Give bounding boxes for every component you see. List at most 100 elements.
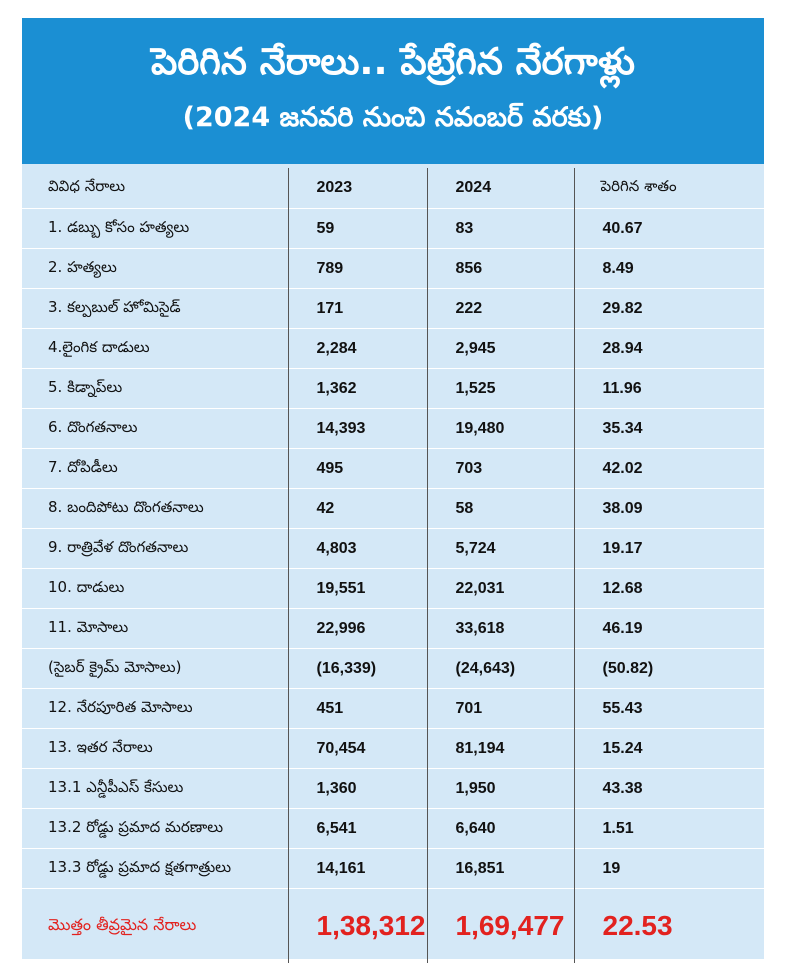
value-2023-cell: 42 (287, 488, 427, 529)
table-row: 5. కిడ్నాప్‌లు 1,362 1,525 11.96 (22, 368, 764, 409)
value-2023-cell: 14,161 (287, 848, 427, 889)
total-row: మొత్తం తీవ్రమైన నేరాలు 1,38,312 1,69,477 22… (22, 888, 764, 963)
value-2023-cell: 789 (287, 248, 427, 289)
increase-percent-cell: 8.49 (573, 248, 764, 289)
value-2023-cell: 4,803 (287, 528, 427, 569)
crime-name-cell: 3. కల్పబుల్ హోమిసైడ్ (22, 288, 288, 329)
table-row: 13.3 రోడ్డు ప్రమాద క్షతగాత్రులు 14,161 16,… (22, 848, 764, 889)
increase-percent-cell: 22.53 (573, 888, 764, 963)
increase-percent-cell: 55.43 (573, 688, 764, 729)
value-2023-cell: 19,551 (287, 568, 427, 609)
value-2024-cell: 33,618 (426, 608, 574, 649)
value-2024-cell: 701 (426, 688, 574, 729)
crime-name-cell: మొత్తం తీవ్రమైన నేరాలు (22, 888, 288, 963)
increase-percent-cell: 29.82 (573, 288, 764, 329)
increase-percent-cell: 12.68 (573, 568, 764, 609)
value-2024-cell: 703 (426, 448, 574, 489)
value-2024-cell: 6,640 (426, 808, 574, 849)
crime-name-cell: 1. డబ్బు కోసం హత్యలు (22, 208, 288, 249)
value-2024-cell: 856 (426, 248, 574, 289)
table-row: 13.1 ఎన్డీపీఎస్ కేసులు 1,360 1,950 43.38 (22, 768, 764, 809)
value-2023-cell: 495 (287, 448, 427, 489)
value-2024-cell: 222 (426, 288, 574, 329)
value-2024-cell: 58 (426, 488, 574, 529)
value-2023-cell: 2,284 (287, 328, 427, 369)
crime-name-cell: 13.3 రోడ్డు ప్రమాద క్షతగాత్రులు (22, 848, 288, 889)
value-2023-cell: 6,541 (287, 808, 427, 849)
increase-percent-cell: 15.24 (573, 728, 764, 769)
value-2024-cell: 1,69,477 (426, 888, 574, 963)
value-2024-cell: 81,194 (426, 728, 574, 769)
table-row: 1. డబ్బు కోసం హత్యలు 59 83 40.67 (22, 208, 764, 249)
increase-percent-cell: 38.09 (573, 488, 764, 529)
table-row: 13.2 రోడ్డు ప్రమాద మరణాలు 6,541 6,640 1.51 (22, 808, 764, 849)
table-header-row: వివిధ నేరాలు 2023 2024 పెరిగిన శాతం (22, 168, 764, 209)
value-2024-cell: 22,031 (426, 568, 574, 609)
crime-name-cell: 11. మోసాలు (22, 608, 288, 649)
crime-name-cell: 13.2 రోడ్డు ప్రమాద మరణాలు (22, 808, 288, 849)
increase-percent-cell: 1.51 (573, 808, 764, 849)
crime-statistics-card: పెరిగిన నేరాలు.. పేట్రేగిన నేరగాళ్లు (20… (22, 18, 764, 963)
value-2024-cell: 2,945 (426, 328, 574, 369)
column-header-percent: పెరిగిన శాతం (573, 168, 764, 209)
table-row: 8. బందిపోటు దొంగతనాలు 42 58 38.09 (22, 488, 764, 529)
crime-table: వివిధ నేరాలు 2023 2024 పెరిగిన శాతం 1. డ… (22, 168, 764, 963)
value-2024-cell: 83 (426, 208, 574, 249)
crime-name-cell: 7. దోపిడీలు (22, 448, 288, 489)
table-row: 12. నేరపూరిత మోసాలు 451 701 55.43 (22, 688, 764, 729)
table-row: 7. దోపిడీలు 495 703 42.02 (22, 448, 764, 489)
crime-name-cell: 9. రాత్రివేళ దొంగతనాలు (22, 528, 288, 569)
value-2023-cell: (16,339) (287, 648, 427, 689)
column-header-crime: వివిధ నేరాలు (48, 177, 126, 195)
table-row: 9. రాత్రివేళ దొంగతనాలు 4,803 5,724 19.17 (22, 528, 764, 569)
table-row: (సైబర్ క్రైమ్ మోసాలు) (16,339) (24,643) (50… (22, 648, 764, 689)
increase-percent-cell: 43.38 (573, 768, 764, 809)
header-banner: పెరిగిన నేరాలు.. పేట్రేగిన నేరగాళ్లు (20… (22, 18, 764, 164)
value-2024-cell: 1,950 (426, 768, 574, 809)
increase-percent-cell: 46.19 (573, 608, 764, 649)
table-row: 13. ఇతర నేరాలు 70,454 81,194 15.24 (22, 728, 764, 769)
value-2024-cell: (24,643) (426, 648, 574, 689)
value-2024-cell: 5,724 (426, 528, 574, 569)
value-2023-cell: 451 (287, 688, 427, 729)
column-header-2023: 2023 (287, 168, 427, 209)
value-2023-cell: 1,38,312 (287, 888, 427, 963)
table-row: 6. దొంగతనాలు 14,393 19,480 35.34 (22, 408, 764, 449)
crime-name-cell: 4.లైంగిక దాడులు (22, 328, 288, 369)
table-row: 2. హత్యలు 789 856 8.49 (22, 248, 764, 289)
crime-name-cell: 5. కిడ్నాప్‌లు (22, 368, 288, 409)
increase-percent-cell: 19.17 (573, 528, 764, 569)
table-row: 11. మోసాలు 22,996 33,618 46.19 (22, 608, 764, 649)
increase-percent-cell: 40.67 (573, 208, 764, 249)
table-row: 4.లైంగిక దాడులు 2,284 2,945 28.94 (22, 328, 764, 369)
value-2023-cell: 1,362 (287, 368, 427, 409)
value-2023-cell: 14,393 (287, 408, 427, 449)
increase-percent-cell: 11.96 (573, 368, 764, 409)
value-2024-cell: 16,851 (426, 848, 574, 889)
crime-name-cell: 10. దాడులు (22, 568, 288, 609)
column-header-2024: 2024 (426, 168, 574, 209)
increase-percent-cell: 19 (573, 848, 764, 889)
page-title: పెరిగిన నేరాలు.. పేట్రేగిన నేరగాళ్లు (151, 40, 635, 83)
increase-percent-cell: 28.94 (573, 328, 764, 369)
crime-name-cell: 12. నేరపూరిత మోసాలు (22, 688, 288, 729)
crime-name-cell: 13.1 ఎన్డీపీఎస్ కేసులు (22, 768, 288, 809)
increase-percent-cell: 35.34 (573, 408, 764, 449)
crime-name-cell: 6. దొంగతనాలు (22, 408, 288, 449)
table-row: 10. దాడులు 19,551 22,031 12.68 (22, 568, 764, 609)
value-2023-cell: 1,360 (287, 768, 427, 809)
value-2024-cell: 1,525 (426, 368, 574, 409)
value-2023-cell: 171 (287, 288, 427, 329)
value-2023-cell: 70,454 (287, 728, 427, 769)
table-row: 3. కల్పబుల్ హోమిసైడ్ 171 222 29.82 (22, 288, 764, 329)
increase-percent-cell: (50.82) (573, 648, 764, 689)
value-2023-cell: 22,996 (287, 608, 427, 649)
crime-name-cell: 13. ఇతర నేరాలు (22, 728, 288, 769)
value-2023-cell: 59 (287, 208, 427, 249)
crime-name-cell: 8. బందిపోటు దొంగతనాలు (22, 488, 288, 529)
increase-percent-cell: 42.02 (573, 448, 764, 489)
value-2024-cell: 19,480 (426, 408, 574, 449)
crime-name-cell: 2. హత్యలు (22, 248, 288, 289)
crime-name-cell: (సైబర్ క్రైమ్ మోసాలు) (22, 648, 288, 689)
page-subtitle: (2024 జనవరి నుంచి నవంబర్ వరకు) (182, 102, 604, 133)
